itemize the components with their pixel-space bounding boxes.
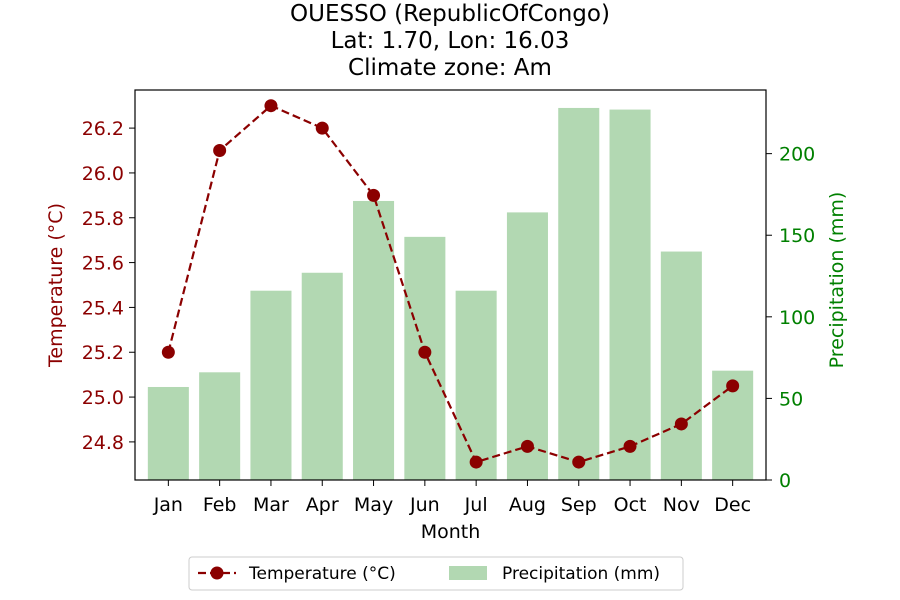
- right-tick-label: 100: [779, 307, 815, 329]
- right-tick-label: 0: [779, 470, 791, 492]
- x-tick-label: Feb: [203, 494, 237, 516]
- legend-precip-swatch: [449, 566, 487, 580]
- x-axis-label: Month: [421, 521, 481, 543]
- precip-bar-may: [353, 200, 395, 480]
- temperature-point-may: [367, 188, 381, 202]
- precip-bar-jan: [147, 386, 189, 480]
- precip-bar-oct: [609, 109, 651, 480]
- precip-bar-nov: [660, 251, 702, 480]
- temperature-point-mar: [264, 99, 278, 113]
- x-tick-label: Mar: [253, 494, 289, 516]
- left-axis-label: Temperature (°C): [45, 203, 67, 368]
- temperature-point-aug: [520, 439, 534, 453]
- left-tick-label: 25.2: [82, 342, 124, 364]
- x-tick-label: Nov: [663, 494, 700, 516]
- right-tick-label: 50: [779, 388, 803, 410]
- precip-bar-mar: [250, 290, 292, 480]
- x-tick-label: Aug: [509, 494, 546, 516]
- legend-precip-label: Precipitation (mm): [502, 564, 660, 584]
- precip-bar-sep: [558, 107, 600, 480]
- x-tick-label: May: [354, 494, 393, 516]
- temperature-point-dec: [726, 379, 740, 393]
- right-axis-label: Precipitation (mm): [826, 192, 848, 369]
- chart-title-line-1: OUESSO (RepublicOfCongo): [290, 1, 610, 27]
- x-tick-label: Oct: [614, 494, 647, 516]
- chart-title-line-3: Climate zone: Am: [348, 55, 552, 81]
- legend-box: [188, 556, 684, 591]
- x-tick-label: Jun: [409, 494, 440, 516]
- x-tick-label: Dec: [714, 494, 751, 516]
- precip-bar-feb: [199, 372, 241, 480]
- temperature-point-sep: [572, 455, 586, 469]
- left-tick-label: 25.4: [82, 297, 124, 319]
- temperature-point-jan: [161, 345, 175, 359]
- plot-frame: [134, 89, 767, 481]
- left-tick-label: 25.8: [82, 208, 124, 230]
- precip-bar-aug: [506, 212, 548, 480]
- temperature-point-feb: [213, 144, 227, 158]
- temperature-point-jun: [418, 345, 432, 359]
- right-tick-label: 150: [779, 225, 815, 247]
- left-tick-label: 26.0: [82, 163, 124, 185]
- left-tick-label: 24.8: [82, 432, 124, 454]
- x-tick-label: Jan: [153, 494, 183, 516]
- legend-temperature-label: Temperature (°C): [248, 564, 396, 584]
- temperature-line: [167, 104, 734, 464]
- temperature-point-nov: [674, 417, 688, 431]
- precip-bar-apr: [301, 272, 343, 480]
- left-tick-label: 26.2: [82, 118, 124, 140]
- right-tick-label: 200: [779, 144, 815, 166]
- precip-bar-jul: [455, 290, 497, 480]
- left-tick-label: 25.0: [82, 387, 124, 409]
- x-tick-label: Sep: [561, 494, 597, 516]
- temperature-point-jul: [469, 455, 483, 469]
- x-tick-label: Jul: [464, 494, 488, 516]
- left-tick-label: 25.6: [82, 253, 124, 275]
- temperature-point-oct: [623, 439, 637, 453]
- chart-title-line-2: Lat: 1.70, Lon: 16.03: [330, 28, 570, 54]
- temperature-point-apr: [315, 121, 329, 135]
- legend-temperature-marker: [210, 566, 224, 580]
- x-tick-label: Apr: [306, 494, 339, 516]
